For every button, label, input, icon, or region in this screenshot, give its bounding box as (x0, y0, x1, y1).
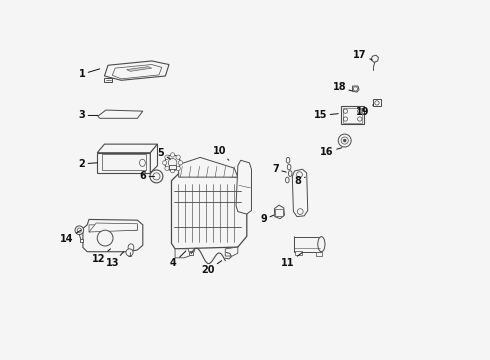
Circle shape (343, 109, 347, 113)
Bar (373, 99, 381, 107)
Bar (188, 248, 194, 251)
Bar (294, 237, 321, 252)
Circle shape (353, 87, 358, 91)
Text: 14: 14 (60, 230, 81, 244)
Circle shape (297, 209, 303, 215)
Polygon shape (89, 225, 137, 232)
Text: 9: 9 (261, 215, 274, 224)
Text: 18: 18 (333, 82, 353, 93)
Circle shape (296, 172, 302, 177)
Text: 19: 19 (356, 105, 373, 117)
Text: 3: 3 (79, 111, 98, 121)
Polygon shape (83, 220, 143, 252)
Polygon shape (97, 144, 157, 153)
Polygon shape (112, 64, 162, 79)
Bar (343, 108, 362, 123)
Polygon shape (97, 153, 150, 173)
Circle shape (153, 173, 160, 180)
Text: 2: 2 (79, 159, 97, 169)
Text: 4: 4 (170, 251, 186, 268)
Circle shape (358, 117, 362, 121)
Circle shape (165, 155, 180, 171)
Bar (169, 165, 176, 169)
Circle shape (343, 139, 346, 142)
Circle shape (358, 109, 362, 113)
Text: 17: 17 (353, 50, 372, 60)
Circle shape (338, 134, 351, 147)
Text: 13: 13 (106, 252, 124, 268)
Bar (80, 239, 83, 242)
Circle shape (178, 161, 183, 165)
Text: 16: 16 (320, 147, 342, 157)
Polygon shape (274, 205, 285, 219)
Polygon shape (353, 86, 359, 92)
Circle shape (176, 155, 180, 159)
Polygon shape (371, 55, 378, 62)
Circle shape (375, 101, 379, 105)
Polygon shape (175, 249, 191, 258)
Circle shape (165, 155, 169, 159)
Polygon shape (236, 160, 251, 214)
Circle shape (176, 166, 180, 171)
Polygon shape (89, 223, 137, 232)
Circle shape (165, 166, 169, 171)
Bar (316, 252, 322, 256)
Circle shape (341, 137, 348, 144)
Circle shape (168, 158, 177, 167)
Circle shape (163, 161, 167, 165)
Text: 5: 5 (158, 148, 171, 159)
Ellipse shape (287, 164, 291, 170)
Circle shape (97, 230, 113, 246)
Ellipse shape (286, 177, 289, 183)
Polygon shape (126, 67, 152, 71)
Polygon shape (150, 144, 157, 173)
Polygon shape (104, 61, 169, 80)
Polygon shape (225, 247, 238, 256)
Text: 20: 20 (201, 261, 221, 275)
Text: 1: 1 (79, 69, 100, 79)
Polygon shape (179, 157, 238, 177)
Ellipse shape (140, 159, 146, 166)
Polygon shape (293, 169, 308, 217)
Circle shape (126, 249, 133, 256)
Text: 8: 8 (295, 176, 305, 186)
Polygon shape (98, 110, 143, 118)
Circle shape (343, 117, 347, 121)
Polygon shape (172, 174, 247, 249)
Circle shape (171, 168, 175, 173)
Circle shape (171, 153, 175, 157)
Text: 10: 10 (213, 146, 229, 160)
Bar (341, 106, 365, 125)
Ellipse shape (128, 244, 134, 251)
Text: 12: 12 (92, 249, 111, 264)
Circle shape (77, 228, 81, 232)
Text: 15: 15 (314, 111, 338, 121)
Circle shape (75, 226, 84, 234)
Text: 11: 11 (281, 252, 302, 268)
Ellipse shape (286, 157, 290, 163)
Bar (104, 78, 112, 82)
Bar (295, 251, 302, 255)
Ellipse shape (318, 237, 325, 252)
Ellipse shape (289, 171, 292, 176)
Bar (189, 252, 194, 255)
Text: 6: 6 (140, 171, 155, 181)
Circle shape (150, 170, 163, 183)
Bar (275, 210, 283, 216)
Polygon shape (101, 154, 146, 170)
Text: 7: 7 (272, 164, 286, 174)
